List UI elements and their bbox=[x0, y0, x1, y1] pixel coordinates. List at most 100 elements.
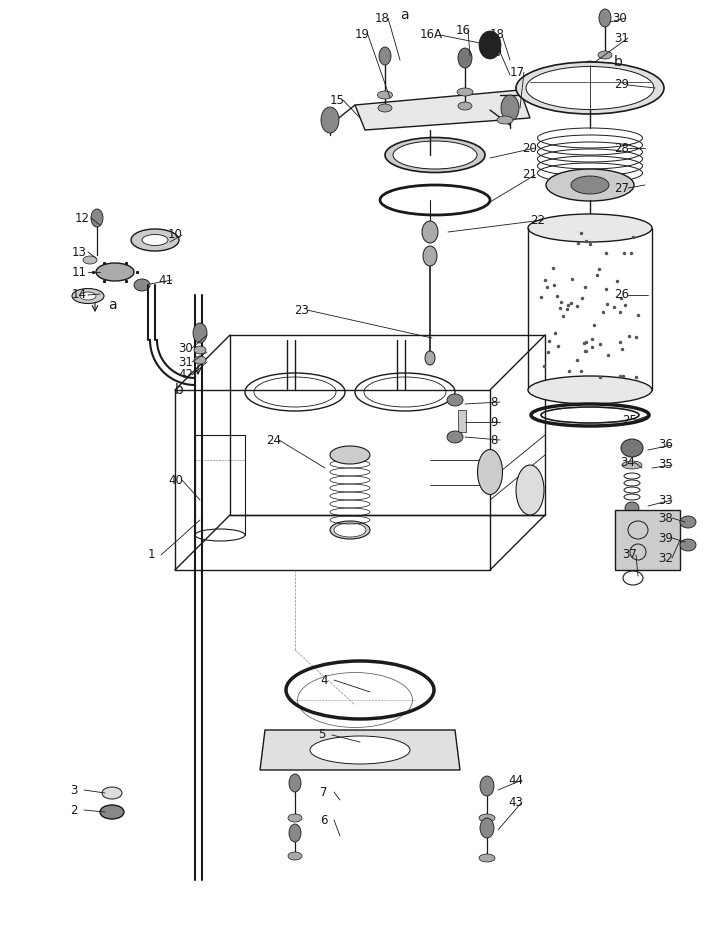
Text: 44: 44 bbox=[508, 774, 523, 787]
Text: 30: 30 bbox=[612, 11, 627, 24]
Ellipse shape bbox=[83, 256, 97, 264]
Ellipse shape bbox=[288, 814, 302, 822]
Text: 2: 2 bbox=[70, 803, 77, 816]
Ellipse shape bbox=[598, 51, 612, 59]
Text: 10: 10 bbox=[168, 228, 183, 241]
Ellipse shape bbox=[528, 376, 652, 404]
Text: 5: 5 bbox=[318, 729, 325, 742]
Ellipse shape bbox=[330, 521, 370, 539]
Text: b: b bbox=[614, 55, 623, 69]
Ellipse shape bbox=[194, 356, 206, 364]
Ellipse shape bbox=[516, 465, 544, 515]
Text: 37: 37 bbox=[622, 549, 637, 561]
Ellipse shape bbox=[458, 102, 472, 110]
Ellipse shape bbox=[447, 394, 463, 406]
Ellipse shape bbox=[310, 736, 410, 764]
Text: 8: 8 bbox=[490, 433, 497, 446]
Text: 13: 13 bbox=[72, 245, 87, 258]
Text: 18: 18 bbox=[375, 11, 390, 24]
Ellipse shape bbox=[621, 439, 643, 457]
Ellipse shape bbox=[422, 221, 438, 243]
Text: a: a bbox=[108, 298, 116, 312]
Ellipse shape bbox=[516, 62, 664, 114]
Ellipse shape bbox=[680, 516, 696, 528]
Ellipse shape bbox=[142, 235, 168, 245]
Text: b: b bbox=[175, 383, 184, 397]
Ellipse shape bbox=[477, 449, 502, 495]
Ellipse shape bbox=[457, 88, 473, 96]
Text: 3: 3 bbox=[70, 784, 77, 797]
Polygon shape bbox=[260, 730, 460, 770]
Text: 7: 7 bbox=[320, 786, 328, 799]
Text: 1: 1 bbox=[148, 549, 155, 561]
Ellipse shape bbox=[423, 246, 437, 266]
Ellipse shape bbox=[72, 289, 104, 304]
Text: 40: 40 bbox=[168, 473, 183, 487]
Ellipse shape bbox=[480, 776, 494, 796]
Text: 11: 11 bbox=[72, 266, 87, 279]
Text: 42: 42 bbox=[178, 368, 193, 381]
Ellipse shape bbox=[571, 176, 609, 194]
Text: 28: 28 bbox=[614, 142, 629, 155]
Text: 8: 8 bbox=[490, 395, 497, 408]
Text: 43: 43 bbox=[508, 796, 523, 808]
Text: 33: 33 bbox=[658, 494, 672, 506]
Text: 30: 30 bbox=[178, 341, 193, 354]
Bar bbox=[458, 410, 466, 432]
Ellipse shape bbox=[425, 351, 435, 365]
Text: 23: 23 bbox=[294, 304, 309, 317]
Text: 17: 17 bbox=[510, 65, 525, 78]
Text: 29: 29 bbox=[614, 78, 629, 91]
Ellipse shape bbox=[385, 138, 485, 172]
Ellipse shape bbox=[80, 292, 96, 300]
Text: 12: 12 bbox=[75, 212, 90, 225]
Ellipse shape bbox=[680, 539, 696, 551]
Text: 31: 31 bbox=[178, 355, 193, 368]
Text: 39: 39 bbox=[658, 531, 673, 544]
Ellipse shape bbox=[288, 852, 302, 860]
Ellipse shape bbox=[289, 774, 301, 792]
Ellipse shape bbox=[480, 818, 494, 838]
Ellipse shape bbox=[96, 263, 134, 281]
Ellipse shape bbox=[131, 229, 179, 251]
Text: 25: 25 bbox=[622, 414, 637, 427]
Text: 26: 26 bbox=[614, 289, 629, 301]
Ellipse shape bbox=[497, 116, 513, 124]
Text: 22: 22 bbox=[530, 213, 545, 226]
Ellipse shape bbox=[526, 66, 654, 109]
Text: 27: 27 bbox=[614, 182, 629, 195]
Ellipse shape bbox=[321, 107, 339, 133]
Text: 4: 4 bbox=[320, 674, 328, 687]
Ellipse shape bbox=[194, 346, 206, 354]
Polygon shape bbox=[355, 90, 530, 130]
Ellipse shape bbox=[479, 814, 495, 822]
Ellipse shape bbox=[528, 214, 652, 242]
Ellipse shape bbox=[91, 209, 103, 227]
Ellipse shape bbox=[583, 61, 597, 69]
Bar bbox=[615, 510, 680, 570]
Text: 6: 6 bbox=[320, 814, 328, 827]
Ellipse shape bbox=[378, 104, 392, 112]
Ellipse shape bbox=[625, 502, 639, 514]
Text: 36: 36 bbox=[658, 438, 673, 451]
Text: a: a bbox=[400, 8, 408, 22]
Text: 35: 35 bbox=[658, 459, 672, 472]
Text: 9: 9 bbox=[490, 416, 497, 429]
Text: 21: 21 bbox=[522, 169, 537, 182]
Ellipse shape bbox=[479, 31, 501, 59]
Text: 15: 15 bbox=[330, 93, 345, 106]
Ellipse shape bbox=[134, 279, 150, 291]
Ellipse shape bbox=[501, 95, 519, 121]
Ellipse shape bbox=[193, 323, 207, 343]
Ellipse shape bbox=[330, 446, 370, 464]
Ellipse shape bbox=[334, 523, 366, 537]
Text: 14: 14 bbox=[72, 289, 87, 301]
Text: 32: 32 bbox=[658, 552, 673, 565]
Text: 18: 18 bbox=[490, 29, 505, 42]
Ellipse shape bbox=[102, 787, 122, 799]
Text: 31: 31 bbox=[614, 32, 629, 45]
Text: 16A: 16A bbox=[420, 29, 443, 42]
Text: 19: 19 bbox=[355, 29, 370, 42]
Text: 34: 34 bbox=[620, 456, 635, 469]
Text: 19: 19 bbox=[488, 46, 503, 59]
